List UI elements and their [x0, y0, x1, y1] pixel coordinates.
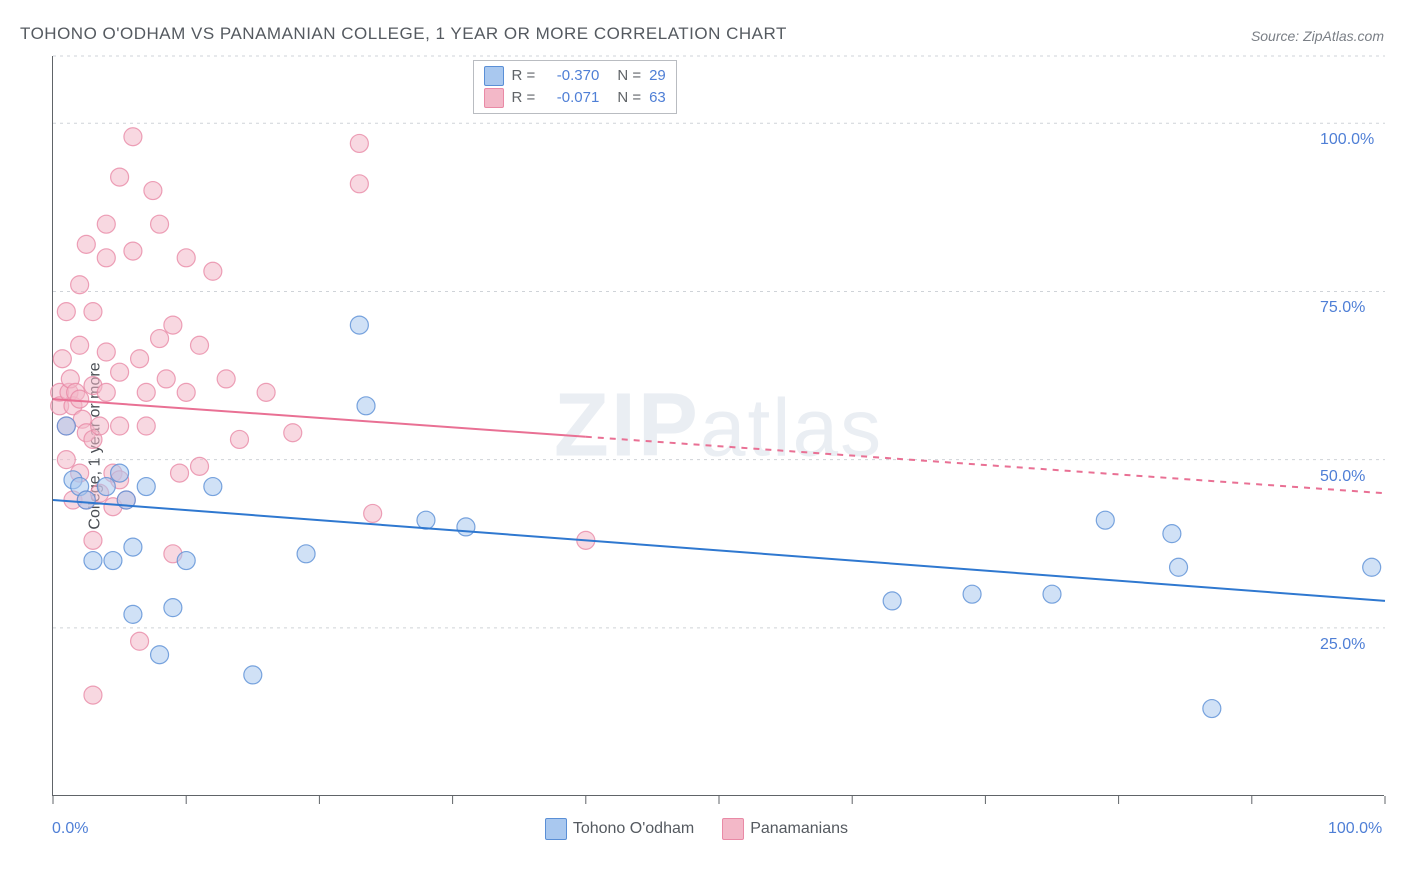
legend-n-value: 29 [649, 65, 666, 87]
legend-r-value: -0.370 [543, 65, 599, 87]
y-tick-label: 50.0% [1320, 468, 1365, 486]
legend-swatch [545, 818, 567, 840]
legend-swatch [722, 818, 744, 840]
plot-area: ZIPatlas R =-0.370N =29R =-0.071N =63 [52, 56, 1384, 796]
y-tick-label: 25.0% [1320, 636, 1365, 654]
legend-stat-row: R = -0.071 N = 63 [484, 87, 666, 109]
series-legend: Tohono O'odham Panamanians [545, 818, 848, 840]
legend-n-value: 63 [649, 87, 666, 109]
legend-label: Tohono O'odham [573, 820, 694, 837]
correlation-legend: R = -0.370 N = 29 R = -0.071 N = 63 [473, 60, 677, 114]
x-tick-label: 100.0% [1328, 820, 1382, 838]
legend-stat-row: R = -0.370 N = 29 [484, 65, 666, 87]
legend-item: Panamanians [722, 818, 848, 840]
legend-item: Tohono O'odham [545, 818, 694, 840]
legend-swatch [484, 66, 504, 86]
source-attribution: Source: ZipAtlas.com [1251, 28, 1384, 44]
chart-title: TOHONO O'ODHAM VS PANAMANIAN COLLEGE, 1 … [20, 24, 787, 44]
y-tick-label: 100.0% [1320, 131, 1374, 149]
legend-label: Panamanians [750, 820, 848, 837]
legend-swatch [484, 88, 504, 108]
legend-r-label: R = [512, 65, 536, 87]
legend-n-label: N = [617, 87, 641, 109]
chart-svg [53, 56, 1384, 795]
legend-n-label: N = [617, 65, 641, 87]
x-tick-label: 0.0% [52, 820, 88, 838]
legend-r-value: -0.071 [543, 87, 599, 109]
y-tick-label: 75.0% [1320, 299, 1365, 317]
legend-r-label: R = [512, 87, 536, 109]
